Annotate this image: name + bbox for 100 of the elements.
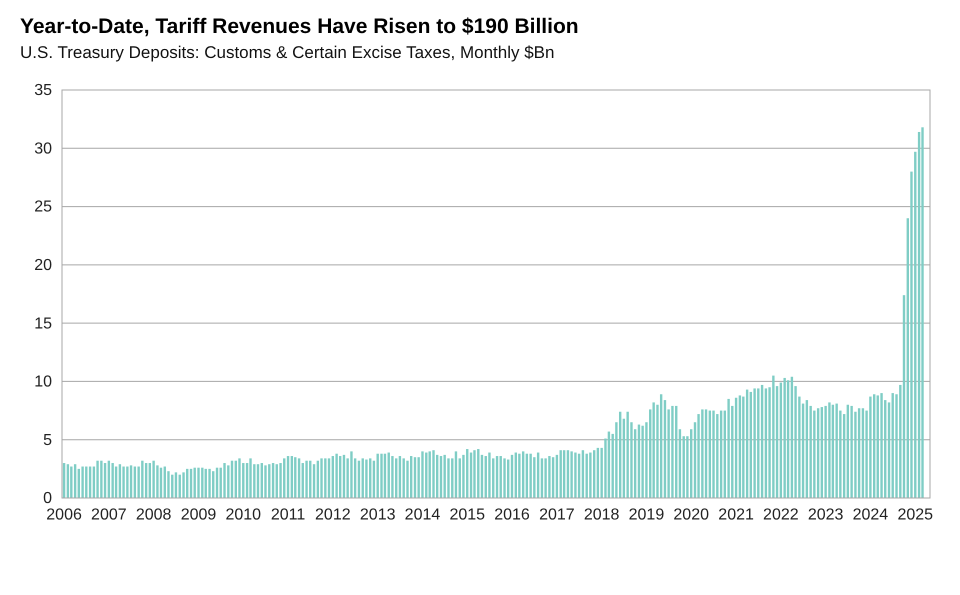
- bar: [734, 398, 738, 498]
- bar: [701, 409, 704, 498]
- bar: [786, 380, 790, 498]
- bar: [100, 460, 103, 498]
- x-tick-label: 2013: [360, 506, 396, 524]
- bar: [522, 451, 524, 498]
- bar: [518, 454, 521, 498]
- bar: [362, 458, 364, 498]
- bar: [566, 450, 570, 498]
- bar: [835, 404, 838, 498]
- bar: [260, 463, 263, 498]
- x-tick-label: 2017: [539, 506, 575, 524]
- bar: [122, 466, 125, 498]
- bar: [824, 406, 827, 498]
- x-tick-label: 2008: [136, 506, 172, 524]
- bar: [738, 395, 742, 498]
- bar: [88, 466, 92, 498]
- bar: [410, 456, 412, 498]
- bar: [70, 466, 73, 498]
- bar: [268, 464, 270, 498]
- bar: [104, 463, 106, 498]
- bar: [750, 392, 752, 498]
- bar: [108, 460, 110, 498]
- bar: [212, 471, 214, 498]
- bar: [582, 450, 584, 498]
- bar: [586, 454, 588, 498]
- bar: [484, 456, 487, 498]
- bar: [477, 449, 480, 498]
- bar: [753, 388, 756, 498]
- bar: [716, 414, 719, 498]
- bar: [148, 463, 152, 498]
- y-tick-label: 25: [34, 198, 52, 216]
- bar: [164, 466, 166, 498]
- x-tick-label: 2018: [584, 506, 620, 524]
- y-tick-label: 15: [34, 315, 52, 332]
- bar: [335, 454, 338, 498]
- x-tick-label: 2014: [404, 506, 440, 524]
- bar: [708, 410, 712, 498]
- bar: [466, 449, 468, 498]
- y-tick-label: 30: [34, 140, 52, 158]
- bar: [62, 463, 66, 498]
- x-tick-label: 2012: [315, 506, 351, 524]
- bar: [316, 460, 320, 498]
- bar: [592, 450, 596, 498]
- bar: [760, 384, 764, 498]
- y-tick-label: 10: [34, 374, 52, 391]
- bar: [443, 454, 446, 498]
- bar: [171, 474, 174, 498]
- bar: [174, 472, 178, 498]
- bar: [428, 451, 431, 498]
- bar: [872, 394, 876, 498]
- x-tick-label: 2020: [673, 506, 710, 524]
- bar: [880, 393, 883, 498]
- bar: [134, 466, 136, 498]
- bar: [376, 454, 379, 498]
- bar: [626, 412, 629, 498]
- bar: [96, 460, 99, 498]
- bar: [675, 406, 678, 498]
- bar: [618, 412, 622, 498]
- bar: [66, 464, 70, 498]
- bar: [425, 452, 428, 498]
- bar: [578, 454, 580, 498]
- chart-title: Year-to-Date, Tariff Revenues Have Risen to $190 Billion: [20, 15, 579, 38]
- bar: [276, 464, 278, 498]
- bar: [652, 402, 655, 498]
- bar: [201, 468, 204, 498]
- x-tick-label: 2025: [897, 506, 934, 524]
- x-tick-label: 2007: [91, 506, 127, 524]
- bar: [141, 460, 144, 498]
- bar: [358, 460, 360, 498]
- chart-subtitle: U.S. Treasury Deposits: Customs & Certain Excise Taxes, Monthly $Bn: [20, 43, 554, 62]
- bar: [369, 458, 372, 498]
- x-tick-label: 2006: [46, 506, 82, 524]
- bar: [118, 464, 122, 498]
- x-tick-label: 2019: [628, 506, 664, 524]
- bar: [548, 456, 551, 498]
- x-tick-label: 2021: [718, 506, 754, 524]
- y-tick-label: 5: [43, 432, 52, 449]
- x-tick-label: 2023: [808, 506, 844, 524]
- bar: [660, 394, 662, 498]
- bar: [727, 398, 730, 498]
- bar: [298, 458, 300, 498]
- bar: [204, 468, 207, 498]
- y-tick-label: 20: [34, 256, 52, 274]
- bar: [74, 464, 76, 498]
- bar: [114, 466, 118, 498]
- bar: [562, 450, 566, 498]
- bar: [862, 408, 864, 498]
- bar: [529, 454, 532, 498]
- bar: [305, 460, 308, 498]
- bar: [398, 456, 402, 498]
- bar: [828, 402, 831, 498]
- bar: [850, 406, 853, 498]
- bar: [338, 456, 342, 498]
- bar: [332, 456, 334, 498]
- bar: [589, 452, 592, 498]
- bar: [560, 450, 562, 498]
- bar: [81, 466, 84, 498]
- bar: [130, 465, 132, 498]
- bar: [388, 452, 390, 498]
